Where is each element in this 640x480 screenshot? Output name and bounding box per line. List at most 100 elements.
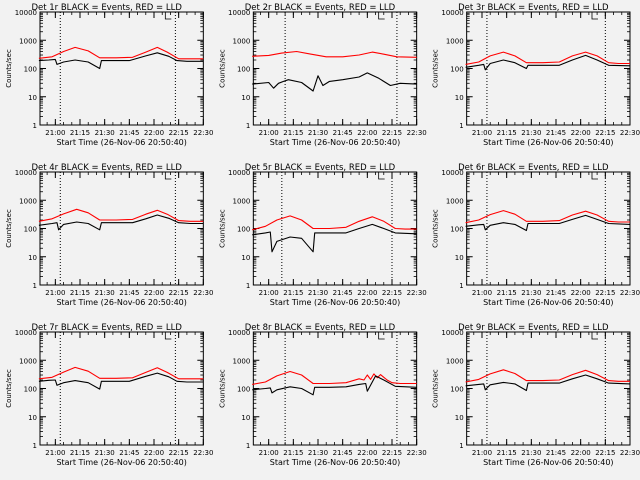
y-tick-label: 100 (450, 66, 463, 74)
x-tick-label: 22:30 (620, 289, 640, 297)
x-tick-label: 21:15 (283, 129, 303, 137)
x-tick-label: 22:00 (144, 289, 164, 297)
x-tick-label: 21:45 (546, 129, 566, 137)
x-tick-label: 21:15 (497, 129, 517, 137)
y-tick-label: 10 (241, 254, 250, 262)
y-axis-label: Counts/sec (218, 209, 226, 248)
x-tick-label: 21:00 (45, 289, 65, 297)
y-tick-label: 100 (450, 386, 463, 394)
y-tick-label: 10 (28, 254, 37, 262)
x-tick-label: 22:00 (357, 129, 377, 137)
y-tick-label: 1000 (19, 37, 37, 45)
plot-frame (252, 11, 418, 126)
x-tick-label: 22:15 (169, 449, 189, 457)
y-tick-label: 1000 (446, 197, 464, 205)
x-tick-label: 22:15 (595, 449, 615, 457)
x-tick-label: 21:00 (45, 129, 65, 137)
corner-marker (378, 12, 385, 20)
x-axis-label: Start Time (26-Nov-06 20:50:40) (270, 458, 400, 467)
lld-series-line (252, 50, 417, 58)
x-tick-label: 22:00 (144, 129, 164, 137)
x-axis-label: Start Time (26-Nov-06 20:50:40) (56, 458, 186, 467)
y-tick-label: 1 (33, 442, 37, 450)
x-axis-label: Start Time (26-Nov-06 20:50:40) (483, 298, 613, 307)
y-tick-label: 10 (241, 94, 250, 102)
plot-frame (39, 11, 204, 126)
y-tick-label: 10 (455, 254, 464, 262)
y-tick-label: 1000 (233, 197, 251, 205)
panel-title: Det 9r BLACK = Events, RED = LLD (458, 323, 609, 333)
corner-marker (164, 172, 172, 180)
x-tick-label: 22:00 (357, 449, 377, 457)
x-tick-label: 22:00 (571, 129, 591, 137)
events-series-line (252, 223, 417, 253)
y-tick-label: 1000 (446, 357, 464, 365)
y-axis-label: Counts/sec (5, 209, 13, 248)
y-tick-label: 1 (246, 282, 250, 290)
y-axis-label: Counts/sec (432, 49, 440, 88)
lld-series-line (465, 210, 630, 224)
x-tick-label: 21:45 (546, 449, 566, 457)
x-tick-label: 22:30 (407, 129, 427, 137)
x-tick-label: 22:15 (169, 289, 189, 297)
y-tick-label: 1 (459, 282, 463, 290)
panel-title: Det 2r BLACK = Events, RED = LLD (245, 3, 396, 13)
x-tick-label: 21:15 (283, 449, 303, 457)
y-tick-label: 1000 (233, 37, 251, 45)
x-tick-label: 22:30 (407, 289, 427, 297)
x-tick-label: 21:45 (119, 449, 139, 457)
y-tick-label: 1000 (19, 357, 37, 365)
y-tick-label: 10000 (15, 329, 37, 337)
y-axis-label: Counts/sec (5, 369, 13, 408)
x-tick-label: 21:15 (70, 289, 90, 297)
panel-title: Det 8r BLACK = Events, RED = LLD (245, 323, 396, 333)
panel-title: Det 6r BLACK = Events, RED = LLD (458, 163, 609, 173)
x-tick-label: 21:15 (497, 449, 517, 457)
y-tick-label: 10000 (228, 329, 250, 337)
y-tick-label: 1 (33, 122, 37, 130)
x-tick-label: 21:30 (521, 129, 541, 137)
y-tick-label: 10000 (441, 329, 463, 337)
events-series-line (252, 375, 417, 396)
corner-marker (591, 172, 598, 180)
corner-marker (378, 332, 385, 340)
x-tick-label: 21:15 (70, 129, 90, 137)
x-tick-label: 22:15 (382, 289, 402, 297)
plot-frame (252, 331, 418, 446)
y-axis-label: Counts/sec (5, 49, 13, 88)
x-tick-label: 22:00 (571, 289, 591, 297)
x-tick-label: 22:30 (620, 129, 640, 137)
y-tick-label: 100 (450, 226, 463, 234)
y-tick-label: 10 (28, 94, 37, 102)
corner-marker (591, 12, 598, 20)
panel-title: Det 4r BLACK = Events, RED = LLD (31, 163, 182, 173)
events-series-line (465, 214, 631, 232)
lld-series-line (38, 208, 204, 222)
x-tick-label: 21:30 (308, 449, 328, 457)
y-tick-label: 10000 (15, 169, 37, 177)
panel-title: Det 5r BLACK = Events, RED = LLD (245, 163, 396, 173)
y-tick-label: 1 (33, 282, 37, 290)
x-tick-label: 21:00 (472, 129, 492, 137)
x-tick-label: 21:00 (259, 289, 279, 297)
panel-title: Det 3r BLACK = Events, RED = LLD (458, 3, 609, 13)
x-tick-label: 22:15 (382, 129, 402, 137)
lld-series-line (38, 46, 204, 60)
lld-series-line (465, 369, 630, 383)
y-tick-label: 10 (28, 414, 37, 422)
x-tick-label: 22:00 (571, 449, 591, 457)
lld-series-line (252, 215, 417, 231)
x-tick-label: 21:00 (259, 449, 279, 457)
x-tick-label: 21:00 (472, 449, 492, 457)
y-tick-label: 10000 (228, 169, 250, 177)
x-tick-label: 21:45 (333, 289, 353, 297)
x-tick-label: 22:00 (357, 289, 377, 297)
corner-marker (164, 12, 172, 20)
lld-series-line (465, 51, 630, 65)
y-tick-label: 1000 (233, 357, 251, 365)
events-series-line (38, 372, 204, 390)
